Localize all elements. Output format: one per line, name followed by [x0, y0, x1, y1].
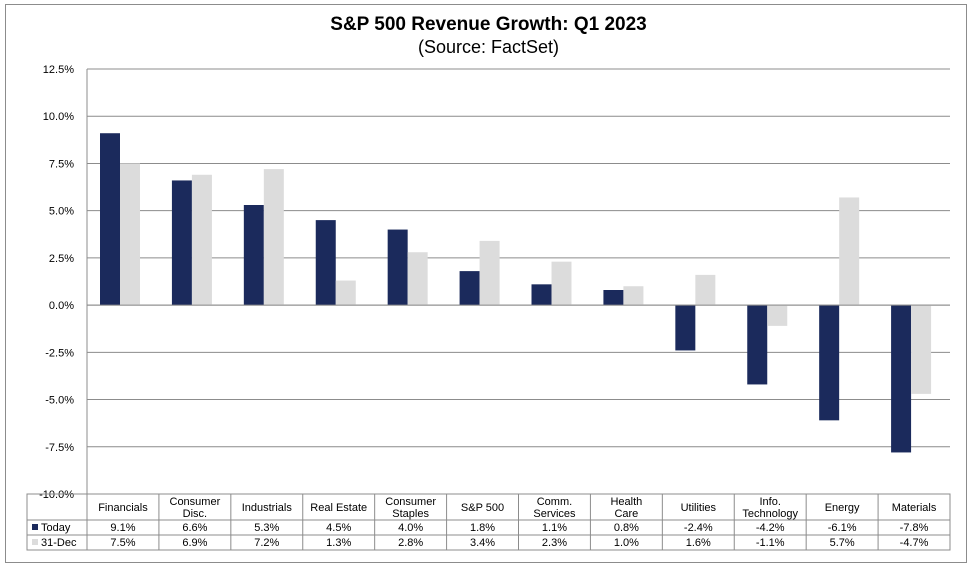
category-label: Consumer: [385, 496, 436, 508]
data-label-today: 0.8%: [614, 522, 639, 534]
bar-today: [315, 220, 336, 306]
y-tick-label: -10.0%: [39, 489, 74, 501]
bar-today: [243, 205, 264, 306]
category-label: Energy: [825, 502, 860, 514]
bar-31-dec: [191, 174, 212, 306]
y-tick-label: 5.0%: [49, 206, 74, 218]
bar-31-dec: [407, 252, 428, 306]
category-label: Services: [533, 508, 576, 520]
bar-31-dec: [695, 274, 716, 306]
chart-subtitle: (Source: FactSet): [417, 37, 560, 57]
data-label-31-dec: 2.8%: [398, 537, 423, 549]
category-label: Utilities: [681, 502, 717, 514]
category-label: Consumer: [170, 496, 221, 508]
y-tick-label: 7.5%: [49, 158, 74, 170]
data-label-today: -4.2%: [756, 522, 785, 534]
data-label-31-dec: -4.7%: [900, 537, 929, 549]
bar-today: [531, 284, 552, 306]
bar-today: [387, 229, 408, 306]
bar-today: [747, 305, 768, 385]
bar-today: [603, 290, 624, 306]
y-tick-label: -5.0%: [45, 395, 74, 407]
legend-key-today: [32, 524, 38, 530]
bar-31-dec: [120, 163, 140, 306]
data-label-today: 5.3%: [254, 522, 279, 534]
category-label: Staples: [392, 508, 429, 520]
y-tick-label: 10.0%: [43, 111, 74, 123]
bar-31-dec: [911, 305, 932, 394]
data-label-today: -2.4%: [684, 522, 713, 534]
category-label: Health: [610, 496, 642, 508]
bar-31-dec: [767, 305, 788, 326]
legend-key-31-dec: [32, 539, 38, 545]
data-label-today: -6.1%: [828, 522, 857, 534]
category-label: Technology: [742, 508, 798, 520]
y-tick-label: 12.5%: [43, 64, 74, 76]
y-tick-label: 0.0%: [49, 300, 74, 312]
data-label-31-dec: 7.2%: [254, 537, 279, 549]
data-label-31-dec: 1.0%: [614, 537, 639, 549]
category-label: Comm.: [537, 496, 572, 508]
data-label-today: -7.8%: [900, 522, 929, 534]
bar-today: [819, 305, 840, 421]
data-label-31-dec: 6.9%: [182, 537, 207, 549]
legend-label-31-dec: 31-Dec: [41, 537, 77, 549]
data-label-31-dec: 1.6%: [686, 537, 711, 549]
bar-today: [459, 271, 480, 306]
y-tick-label: -2.5%: [45, 347, 74, 359]
bar-31-dec: [335, 280, 356, 306]
category-label: S&P 500: [461, 502, 504, 514]
bar-31-dec: [623, 286, 644, 306]
chart-frame: [5, 4, 967, 563]
bar-31-dec: [551, 261, 572, 306]
y-tick-label: 2.5%: [49, 253, 74, 265]
bar-31-dec: [839, 197, 860, 306]
data-label-today: 9.1%: [110, 522, 135, 534]
bar-today: [891, 305, 912, 453]
bar-today: [675, 305, 696, 351]
category-label: Info.: [760, 496, 781, 508]
data-label-31-dec: 3.4%: [470, 537, 495, 549]
category-label: Financials: [98, 502, 148, 514]
data-label-31-dec: -1.1%: [756, 537, 785, 549]
data-label-today: 4.0%: [398, 522, 423, 534]
bar-today: [100, 133, 120, 306]
data-label-31-dec: 1.3%: [326, 537, 351, 549]
y-tick-label: -7.5%: [45, 442, 74, 454]
category-label: Real Estate: [310, 502, 367, 514]
bar-today: [171, 180, 192, 306]
bar-31-dec: [263, 169, 284, 306]
category-label: Disc.: [183, 508, 207, 520]
data-label-today: 1.8%: [470, 522, 495, 534]
data-label-31-dec: 5.7%: [830, 537, 855, 549]
data-label-today: 1.1%: [542, 522, 567, 534]
legend-label-today: Today: [41, 522, 71, 534]
data-label-31-dec: 2.3%: [542, 537, 567, 549]
category-label: Care: [614, 508, 638, 520]
category-label: Materials: [892, 502, 937, 514]
chart-title: S&P 500 Revenue Growth: Q1 2023: [330, 14, 647, 35]
data-label-31-dec: 7.5%: [110, 537, 135, 549]
data-label-today: 4.5%: [326, 522, 351, 534]
category-label: Industrials: [242, 502, 293, 514]
bar-31-dec: [479, 240, 500, 306]
data-label-today: 6.6%: [182, 522, 207, 534]
